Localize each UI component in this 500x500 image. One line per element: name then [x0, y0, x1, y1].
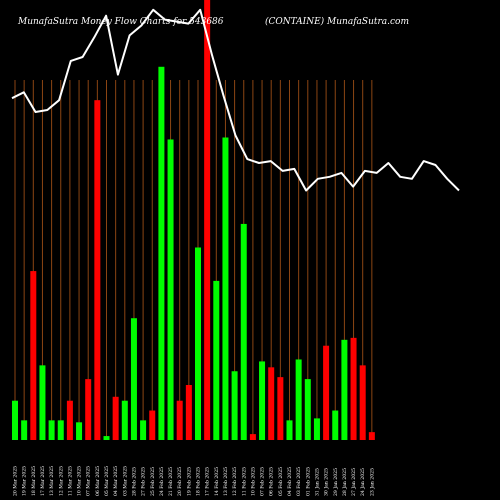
tick-label: 28 Feb 2025	[131, 467, 137, 496]
tick-label: 04 Mar 2025	[113, 466, 119, 496]
price-line	[11, 8, 460, 192]
tick-label: 24 Feb 2025	[159, 467, 165, 496]
tick-label: 17 Mar 2025	[40, 466, 46, 496]
tick-label: 01 Feb 2025	[305, 467, 311, 496]
tick-label: 31 Jan 2025	[314, 468, 320, 496]
tick-label: 28 Jan 2025	[342, 468, 348, 496]
tick-label: 05 Mar 2025	[104, 466, 110, 496]
tick-label: 12 Feb 2025	[232, 467, 238, 496]
tick-label: 14 Feb 2025	[214, 467, 220, 496]
volume-bar	[85, 379, 92, 440]
volume-bars	[12, 0, 375, 441]
tick-label: 11 Mar 2025	[67, 466, 73, 496]
volume-bar	[249, 434, 256, 440]
volume-bar	[39, 365, 46, 440]
volume-bar	[30, 271, 37, 440]
volume-bar	[277, 377, 284, 440]
volume-bar	[213, 280, 220, 440]
volume-bar	[304, 379, 311, 440]
volume-bar	[103, 436, 110, 440]
volume-bar	[231, 371, 238, 440]
volume-bar	[112, 396, 119, 440]
volume-bar	[350, 337, 357, 440]
volume-bar	[94, 100, 101, 440]
tick-label: 20 Feb 2025	[177, 467, 183, 496]
tick-label: 25 Feb 2025	[150, 467, 156, 496]
tick-label: 24 Jan 2025	[360, 468, 366, 496]
tick-label: 18 Feb 2025	[196, 467, 202, 496]
tick-label: 18 Mar 2025	[31, 466, 37, 496]
volume-bar	[204, 0, 211, 440]
tick-label: 13 Mar 2025	[49, 466, 55, 496]
tick-label: 19 Feb 2025	[186, 467, 192, 496]
tick-label: 10 Mar 2025	[77, 466, 83, 496]
volume-bar	[121, 400, 128, 440]
x-axis-tick-labels: 20 Mar 2025 19 Mar 2025 18 Mar 2025 17 Mar …	[13, 466, 376, 496]
volume-bar	[167, 139, 174, 440]
volume-bar	[286, 420, 293, 440]
header-right: (CONTAINE) MunafaSutra.com	[265, 16, 409, 27]
tick-label: 21 Feb 2025	[168, 467, 174, 496]
tick-label: 19 Mar 2025	[22, 466, 28, 496]
volume-bar	[76, 422, 83, 440]
header-left: MunafaSutra Money Flow Charts for 543686	[17, 17, 224, 27]
volume-bar	[295, 359, 302, 440]
tick-label: 05 Feb 2025	[278, 467, 284, 496]
volume-bar	[240, 223, 247, 440]
volume-bar	[341, 339, 348, 440]
volume-bar	[268, 367, 275, 440]
volume-bar	[12, 400, 18, 440]
tick-label: 17 Feb 2025	[205, 467, 211, 496]
volume-bar	[130, 318, 137, 440]
volume-bar	[195, 247, 201, 440]
tick-label: 03 Mar 2025	[122, 466, 128, 496]
volume-bar	[313, 418, 320, 440]
tick-label: 23 Jan 2025	[369, 468, 375, 496]
volume-bar	[332, 410, 339, 440]
tick-label: 27 Jan 2025	[351, 468, 357, 496]
tick-label: 20 Mar 2025	[13, 466, 19, 496]
volume-bar	[222, 137, 229, 440]
volume-bar	[359, 365, 366, 440]
volume-bar	[21, 420, 28, 440]
volume-bar	[176, 400, 183, 440]
volume-bar	[57, 420, 64, 440]
tick-label: 30 Jan 2025	[324, 468, 330, 496]
tick-label: 13 Feb 2025	[223, 467, 229, 496]
tick-label: 03 Feb 2025	[296, 467, 302, 496]
volume-bar	[259, 361, 266, 440]
tick-label: 04 Feb 2025	[287, 467, 293, 496]
volume-bar	[140, 420, 147, 440]
tick-label: 11 Feb 2025	[241, 467, 247, 496]
volume-bar	[323, 345, 330, 440]
volume-bar	[158, 66, 165, 441]
volume-bar	[185, 385, 192, 440]
tick-label: 29 Jan 2025	[333, 468, 339, 496]
volume-bar	[66, 400, 73, 440]
tick-label: 27 Feb 2025	[141, 467, 147, 496]
tick-label: 07 Feb 2025	[260, 467, 266, 496]
volume-bar	[48, 420, 55, 440]
tick-label: 07 Mar 2025	[86, 466, 92, 496]
tick-label: 10 Feb 2025	[250, 467, 256, 496]
volume-bar	[149, 410, 156, 440]
tick-label: 12 Mar 2025	[58, 466, 64, 496]
tick-label: 06 Feb 2025	[269, 467, 275, 496]
volume-bar	[368, 432, 375, 440]
tick-label: 06 Mar 2025	[95, 466, 101, 496]
